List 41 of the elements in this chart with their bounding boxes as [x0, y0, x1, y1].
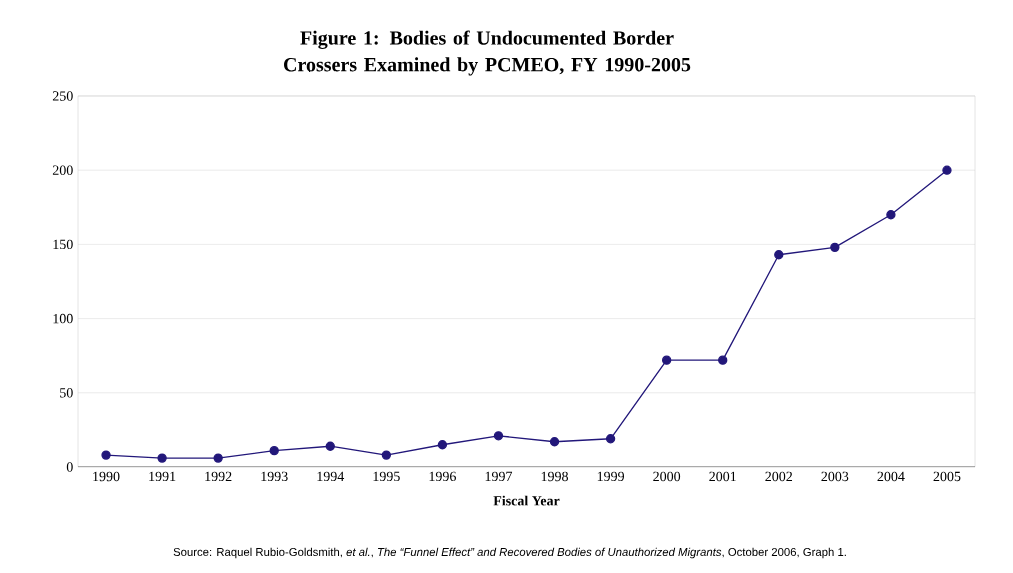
point — [381, 450, 392, 460]
x-tick-label: 1993 — [261, 471, 288, 482]
x-tick-label: 1994 — [317, 471, 345, 482]
point — [269, 445, 279, 456]
point — [886, 210, 896, 220]
y-tick-label: 250 — [52, 91, 73, 101]
chart-title: Figure 1: Bodies of Undocumented Border Crossers Examined by PCMEO, FY 1990-2005 — [284, 30, 691, 76]
point — [774, 250, 784, 260]
x-tick-label: 1998 — [541, 471, 568, 482]
x-tick-label: 2002 — [765, 471, 793, 482]
point — [101, 450, 111, 460]
y-tick-label: 150 — [53, 239, 73, 250]
point — [942, 165, 952, 175]
x-tick-label: 1992 — [205, 471, 232, 482]
x-tick-label: 2003 — [821, 471, 849, 482]
point — [718, 355, 728, 365]
x-tick-label: 2001 — [709, 471, 736, 482]
x-tick-label: 1990 — [93, 471, 120, 482]
point — [830, 242, 840, 253]
point — [157, 453, 167, 463]
source-note: Source: Raquel Rubio-Goldsmith, et al., The “Funnel Effect” and Recovered Bodies of Unauthorized Migrants, October 2006, Graph 1. — [173, 547, 846, 559]
x-tick-label: 2004 — [877, 471, 905, 482]
point — [437, 440, 448, 450]
point — [605, 434, 616, 444]
y-tick-label: 100 — [53, 313, 73, 324]
x-tick-label: 1999 — [597, 471, 625, 482]
x-tick-label: 1996 — [429, 471, 456, 482]
y-tick-label: 0 — [66, 462, 73, 472]
point — [493, 431, 504, 441]
x-tick-label: 1995 — [373, 471, 400, 482]
point — [661, 355, 672, 365]
point — [213, 453, 223, 463]
y-tick-label: 50 — [60, 388, 73, 398]
x-tick-label: 1997 — [485, 471, 513, 482]
y-tick-label: 200 — [52, 165, 73, 175]
point — [325, 441, 335, 451]
point — [549, 437, 560, 447]
x-axis-title: Fiscal Year — [493, 495, 560, 506]
x-tick-label: 2005 — [933, 471, 961, 482]
x-tick-label: 1991 — [149, 471, 176, 482]
x-tick-label: 2000 — [653, 471, 681, 482]
